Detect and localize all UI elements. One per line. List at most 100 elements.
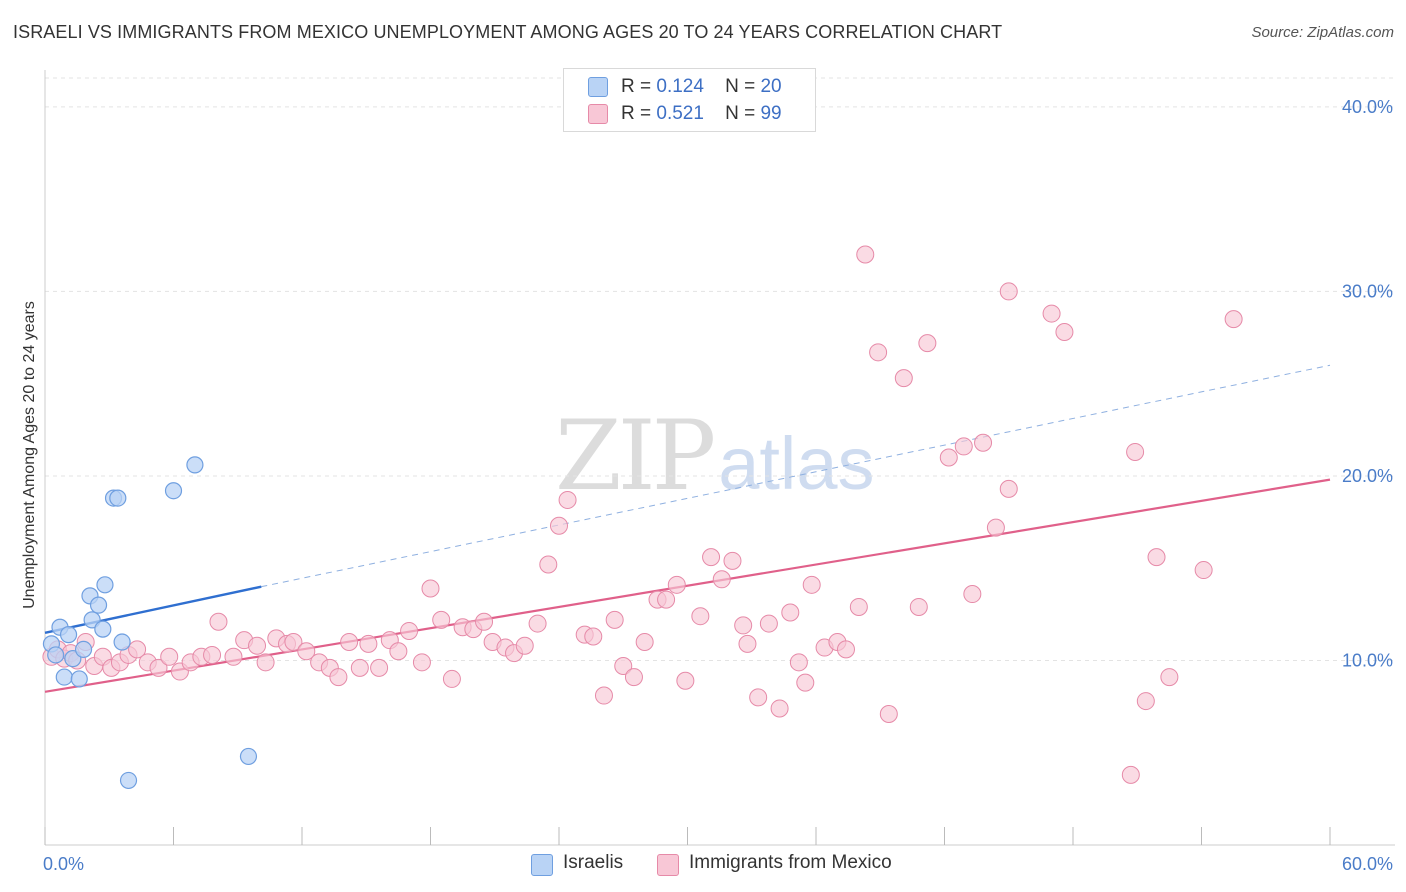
- legend: R = 0.124 N = 20 R = 0.521 N = 99: [563, 68, 816, 132]
- data-point-mexico: [614, 657, 633, 676]
- data-point-mexico: [1126, 442, 1145, 461]
- data-point-mexico: [999, 479, 1018, 498]
- data-point-mexico: [796, 673, 815, 692]
- data-point-mexico: [432, 610, 451, 629]
- data-point-mexico: [297, 642, 316, 661]
- legend-r-label: R =: [621, 76, 652, 97]
- tick-labels: 10.0% 20.0% 30.0% 40.0% 0.0% 60.0%: [43, 97, 1393, 874]
- bottom-legend-label-israelis: Israelis: [563, 852, 624, 873]
- data-point-mexico: [1194, 561, 1213, 580]
- data-point-israelis: [89, 596, 108, 614]
- data-point-mexico: [657, 590, 676, 609]
- data-point-mexico: [691, 607, 710, 626]
- data-point-israelis: [239, 747, 258, 766]
- data-point-mexico: [1121, 765, 1140, 784]
- legend-n-value: 99: [760, 103, 782, 124]
- data-point-israelis: [164, 482, 183, 500]
- x-tick-label: 0.0%: [43, 854, 84, 874]
- data-point-mexico: [1055, 323, 1074, 342]
- data-point-mexico: [918, 334, 937, 353]
- y-tick-label: 20.0%: [1342, 466, 1393, 486]
- data-point-mexico: [909, 597, 928, 616]
- data-point-mexico: [1160, 668, 1179, 687]
- data-point-mexico: [203, 645, 222, 664]
- source-label: Source: ZipAtlas.com: [1251, 24, 1394, 41]
- data-point-mexico: [836, 640, 855, 659]
- data-point-mexico: [128, 640, 147, 659]
- bottom-legend-swatch-israelis: [531, 854, 553, 876]
- legend-n-label: N =: [725, 76, 756, 97]
- axes: [44, 70, 1395, 846]
- data-point-mexico: [256, 653, 275, 672]
- data-point-mexico: [667, 575, 686, 594]
- data-point-mexico: [676, 671, 695, 690]
- data-point-mexico: [1136, 692, 1155, 711]
- data-point-mexico: [738, 634, 757, 653]
- data-point-mexico: [723, 551, 742, 570]
- data-point-mexico: [624, 668, 643, 687]
- data-point-israelis: [119, 771, 138, 790]
- data-point-mexico: [986, 518, 1005, 537]
- data-point-mexico: [359, 634, 378, 653]
- data-point-mexico: [879, 704, 898, 723]
- x-tick-label: 60.0%: [1342, 854, 1393, 874]
- chart-title: ISRAELI VS IMMIGRANTS FROM MEXICO UNEMPL…: [13, 22, 1003, 42]
- data-point-mexico: [605, 610, 624, 629]
- y-tick-label: 10.0%: [1342, 650, 1393, 670]
- data-point-mexico: [789, 653, 808, 672]
- data-point-israelis: [47, 646, 65, 664]
- data-point-mexico: [539, 555, 558, 574]
- data-point-mexico: [770, 699, 789, 718]
- legend-text-israelis: R = 0.124 N = 20: [621, 76, 782, 98]
- data-point-israelis: [109, 489, 127, 507]
- data-point-mexico: [856, 245, 875, 264]
- data-point-mexico: [389, 642, 408, 661]
- legend-r-value: 0.521: [656, 103, 704, 124]
- bottom-legend-swatch-mexico: [657, 854, 679, 876]
- data-point-mexico: [954, 437, 973, 456]
- data-point-mexico: [974, 433, 993, 452]
- data-point-mexico: [528, 614, 547, 633]
- legend-text-mexico: R = 0.521 N = 99: [621, 103, 782, 125]
- data-point-mexico: [224, 647, 243, 666]
- legend-swatch-israelis: [588, 77, 608, 97]
- points-mexico: [42, 245, 1243, 784]
- data-point-mexico: [475, 612, 494, 631]
- data-point-mexico: [869, 343, 888, 362]
- legend-n-value: 20: [760, 76, 782, 97]
- y-tick-label: 30.0%: [1342, 281, 1393, 301]
- data-point-israelis: [96, 576, 114, 594]
- bottom-legend-israelis: Israelis: [531, 852, 641, 876]
- legend-n-label: N =: [725, 103, 756, 124]
- data-point-mexico: [515, 636, 534, 655]
- data-point-mexico: [635, 633, 654, 652]
- data-point-israelis: [113, 633, 131, 651]
- data-point-israelis: [59, 626, 78, 644]
- data-point-mexico: [248, 636, 267, 655]
- bottom-legend-label-mexico: Immigrants from Mexico: [689, 852, 892, 873]
- y-tick-label: 40.0%: [1342, 97, 1393, 117]
- data-point-mexico: [1042, 304, 1061, 323]
- data-point-israelis: [74, 640, 93, 659]
- data-point-mexico: [939, 448, 958, 467]
- data-point-israelis: [94, 620, 112, 638]
- data-point-mexico: [584, 627, 603, 646]
- trend-line-israelis-extended: [261, 364, 1331, 588]
- data-point-mexico: [749, 688, 768, 707]
- data-point-mexico: [734, 616, 753, 635]
- data-point-mexico: [340, 633, 359, 652]
- data-point-mexico: [999, 282, 1018, 301]
- legend-r-label: R =: [621, 103, 652, 124]
- data-point-mexico: [1147, 548, 1166, 567]
- legend-r-value: 0.124: [656, 76, 704, 97]
- data-point-mexico: [594, 686, 613, 705]
- data-point-mexico: [963, 585, 982, 604]
- data-point-israelis: [70, 670, 88, 688]
- legend-swatch-mexico: [588, 104, 608, 124]
- data-point-mexico: [759, 614, 778, 633]
- data-point-israelis: [186, 456, 204, 474]
- data-point-mexico: [160, 647, 179, 666]
- points-israelis: [42, 456, 258, 790]
- watermark-atlas: atlas: [718, 422, 875, 505]
